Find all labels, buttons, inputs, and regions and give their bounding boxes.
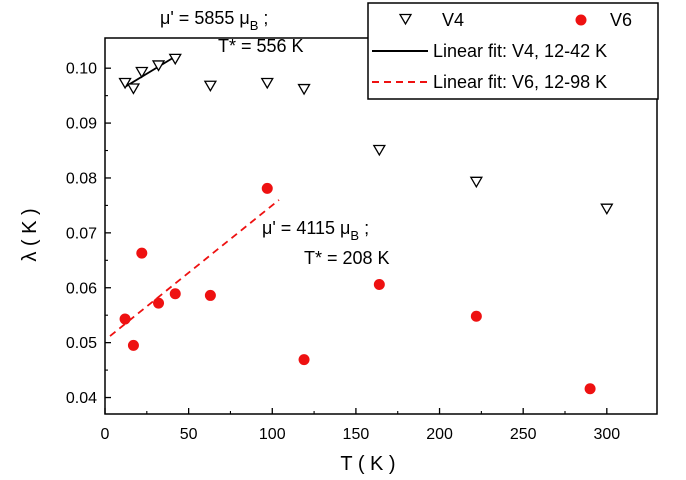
v4-data-point: [600, 203, 614, 216]
v6-data-point: [204, 289, 216, 301]
v6-data-point: [169, 288, 181, 300]
annotation-v4-line1: μ' = 5855 μB ;: [160, 8, 268, 33]
v6-data-point: [153, 297, 165, 309]
fit-line-v4: [124, 53, 180, 88]
v4-data-point: [203, 80, 218, 93]
v4-data-point: [297, 83, 311, 96]
annotation-v6-line1: μ' = 4115 μB ;: [262, 218, 369, 243]
annotation-v6-fit: μ' = 4115 μB ; T* = 208 K: [262, 218, 390, 268]
v4-data-point: [126, 83, 141, 95]
fit-line-v6: [109, 199, 280, 337]
v6-data-point: [470, 310, 482, 322]
y-tick-label: 0.09: [66, 116, 97, 133]
v4-data-point: [135, 66, 149, 79]
annotation-v4-mu-suffix: ;: [258, 8, 268, 28]
annotation-v6-line2: T* = 208 K: [304, 248, 390, 268]
y-axis-title: λ ( K ): [19, 208, 41, 261]
legend: V4 V6 Linear fit: V4, 12-42 K Linear fit…: [367, 2, 659, 100]
x-tick-label: 250: [510, 426, 537, 443]
y-tick-label: 0.08: [66, 170, 97, 187]
legend-fit-v4-label: Linear fit: V4, 12-42 K: [433, 41, 607, 61]
y-tick-label: 0.07: [66, 225, 97, 242]
x-tick-label: 300: [593, 426, 620, 443]
x-axis-title: T ( K ): [340, 453, 395, 475]
legend-v4-label: V4: [442, 10, 464, 30]
v4-data-point: [260, 77, 274, 90]
y-tick-label: 0.05: [66, 335, 97, 352]
x-axis-ticks: 0 50 100 150 200 250 300: [101, 408, 620, 443]
x-tick-label: 200: [426, 426, 453, 443]
annotation-v4-mu-text: μ' = 5855 μ: [160, 8, 250, 28]
fit-lines: [109, 53, 280, 337]
y-tick-label: 0.10: [66, 61, 97, 78]
x-tick-label: 0: [101, 426, 110, 443]
y-axis-ticks: 0.04 0.05 0.06 0.07 0.08 0.09 0.10: [66, 61, 111, 407]
annotation-v4-fit: μ' = 5855 μB ; T* = 556 K: [160, 8, 304, 56]
annotation-v4-line2: T* = 556 K: [218, 36, 304, 56]
v4-data-point: [372, 144, 386, 157]
v6-data-point: [136, 247, 148, 259]
v6-data-point: [119, 313, 131, 325]
v4-data-point: [469, 176, 483, 189]
v6-data-point: [298, 354, 310, 366]
v4-data-point: [151, 60, 166, 72]
y-tick-label: 0.06: [66, 280, 97, 297]
legend-v6-marker: [575, 14, 587, 26]
x-tick-label: 100: [259, 426, 286, 443]
v6-data-point: [373, 278, 385, 290]
legend-v6-label: V6: [610, 10, 632, 30]
v4-data-point: [118, 77, 132, 90]
annotation-v6-mu-text: μ' = 4115 μ: [262, 218, 350, 238]
legend-fit-v6-label: Linear fit: V6, 12-98 K: [433, 72, 607, 92]
v6-data-point: [127, 339, 139, 351]
v6-data-point: [584, 383, 596, 395]
annotation-v6-mu-subscript: B: [350, 228, 359, 243]
legend-v4-marker: [398, 13, 413, 26]
annotation-v6-mu-suffix: ;: [359, 218, 369, 238]
annotation-v4-mu-subscript: B: [250, 18, 259, 33]
y-tick-label: 0.04: [66, 390, 97, 407]
v4-data-point: [168, 53, 182, 66]
x-tick-label: 150: [343, 426, 370, 443]
data-points: [118, 53, 614, 395]
v6-data-point: [261, 182, 273, 194]
x-tick-label: 50: [180, 426, 198, 443]
